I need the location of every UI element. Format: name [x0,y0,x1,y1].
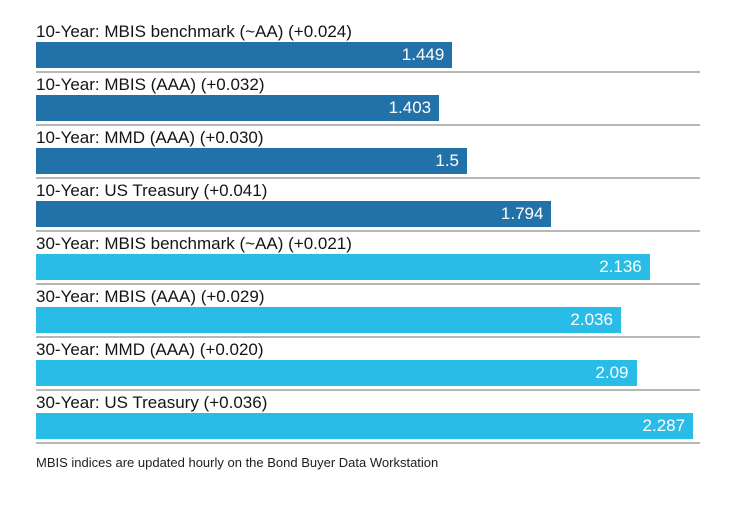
bar-track: 2.287 [36,413,700,439]
bar-value-label: 1.403 [388,98,432,117]
bar-track: 1.5 [36,148,700,174]
bar-track: 2.09 [36,360,700,386]
row-gridline [36,71,700,73]
bar: 1.449 [36,42,453,68]
bar-label: 30-Year: MBIS benchmark (~AA) (+0.021) [36,234,352,253]
bar: 2.09 [36,360,637,386]
row-gridline [36,124,700,126]
bar-row: 30-Year: MBIS benchmark (~AA) (+0.021) 2… [36,234,700,287]
row-gridline [36,283,700,285]
bar-value-label: 2.036 [570,310,613,329]
bar-value-label: 1.449 [401,45,445,64]
bar-track: 1.449 [36,42,700,68]
row-gridline [36,442,700,444]
bar-value-label: 1.5 [435,151,459,170]
bar: 1.403 [36,95,440,121]
row-gridline [36,230,700,232]
bar: 2.036 [36,307,621,333]
bar-label: 10-Year: US Treasury (+0.041) [36,181,268,200]
bar-track: 1.794 [36,201,700,227]
chart-root: { "chart_data": { "type": "bar", "orient… [0,22,740,512]
chart-footnote: MBIS indices are updated hourly on the B… [36,455,439,470]
bar-row: 10-Year: MMD (AAA) (+0.030) 1.5 [36,128,700,181]
bar-row: 10-Year: US Treasury (+0.041) 1.794 [36,181,700,234]
bar-label: 30-Year: US Treasury (+0.036) [36,393,268,412]
bar: 1.5 [36,148,467,174]
bar-row: 10-Year: MBIS (AAA) (+0.032) 1.403 [36,75,700,128]
bar-label: 10-Year: MBIS benchmark (~AA) (+0.024) [36,22,352,41]
row-gridline [36,389,700,391]
bar-row: 30-Year: MMD (AAA) (+0.020) 2.09 [36,340,700,393]
bar-rows: 10-Year: MBIS benchmark (~AA) (+0.024) 1… [36,22,700,446]
bar: 2.287 [36,413,694,439]
bar-label: 10-Year: MBIS (AAA) (+0.032) [36,75,265,94]
row-gridline [36,177,700,179]
bar: 1.794 [36,201,552,227]
bar-track: 1.403 [36,95,700,121]
bar-value-label: 2.287 [642,416,686,435]
bar-label: 10-Year: MMD (AAA) (+0.030) [36,128,264,147]
bar-chart: 10-Year: MBIS benchmark (~AA) (+0.024) 1… [36,22,700,471]
bar-value-label: 1.794 [500,204,544,223]
row-gridline [36,336,700,338]
bar-track: 2.136 [36,254,700,280]
bar: 2.136 [36,254,650,280]
bar-row: 30-Year: MBIS (AAA) (+0.029) 2.036 [36,287,700,340]
bar-label: 30-Year: MBIS (AAA) (+0.029) [36,287,265,306]
bar-label: 30-Year: MMD (AAA) (+0.020) [36,340,264,359]
bar-track: 2.036 [36,307,700,333]
bar-row: 30-Year: US Treasury (+0.036) 2.287 [36,393,700,446]
bar-value-label: 2.136 [599,257,642,276]
bar-row: 10-Year: MBIS benchmark (~AA) (+0.024) 1… [36,22,700,75]
bar-value-label: 2.09 [595,363,629,382]
